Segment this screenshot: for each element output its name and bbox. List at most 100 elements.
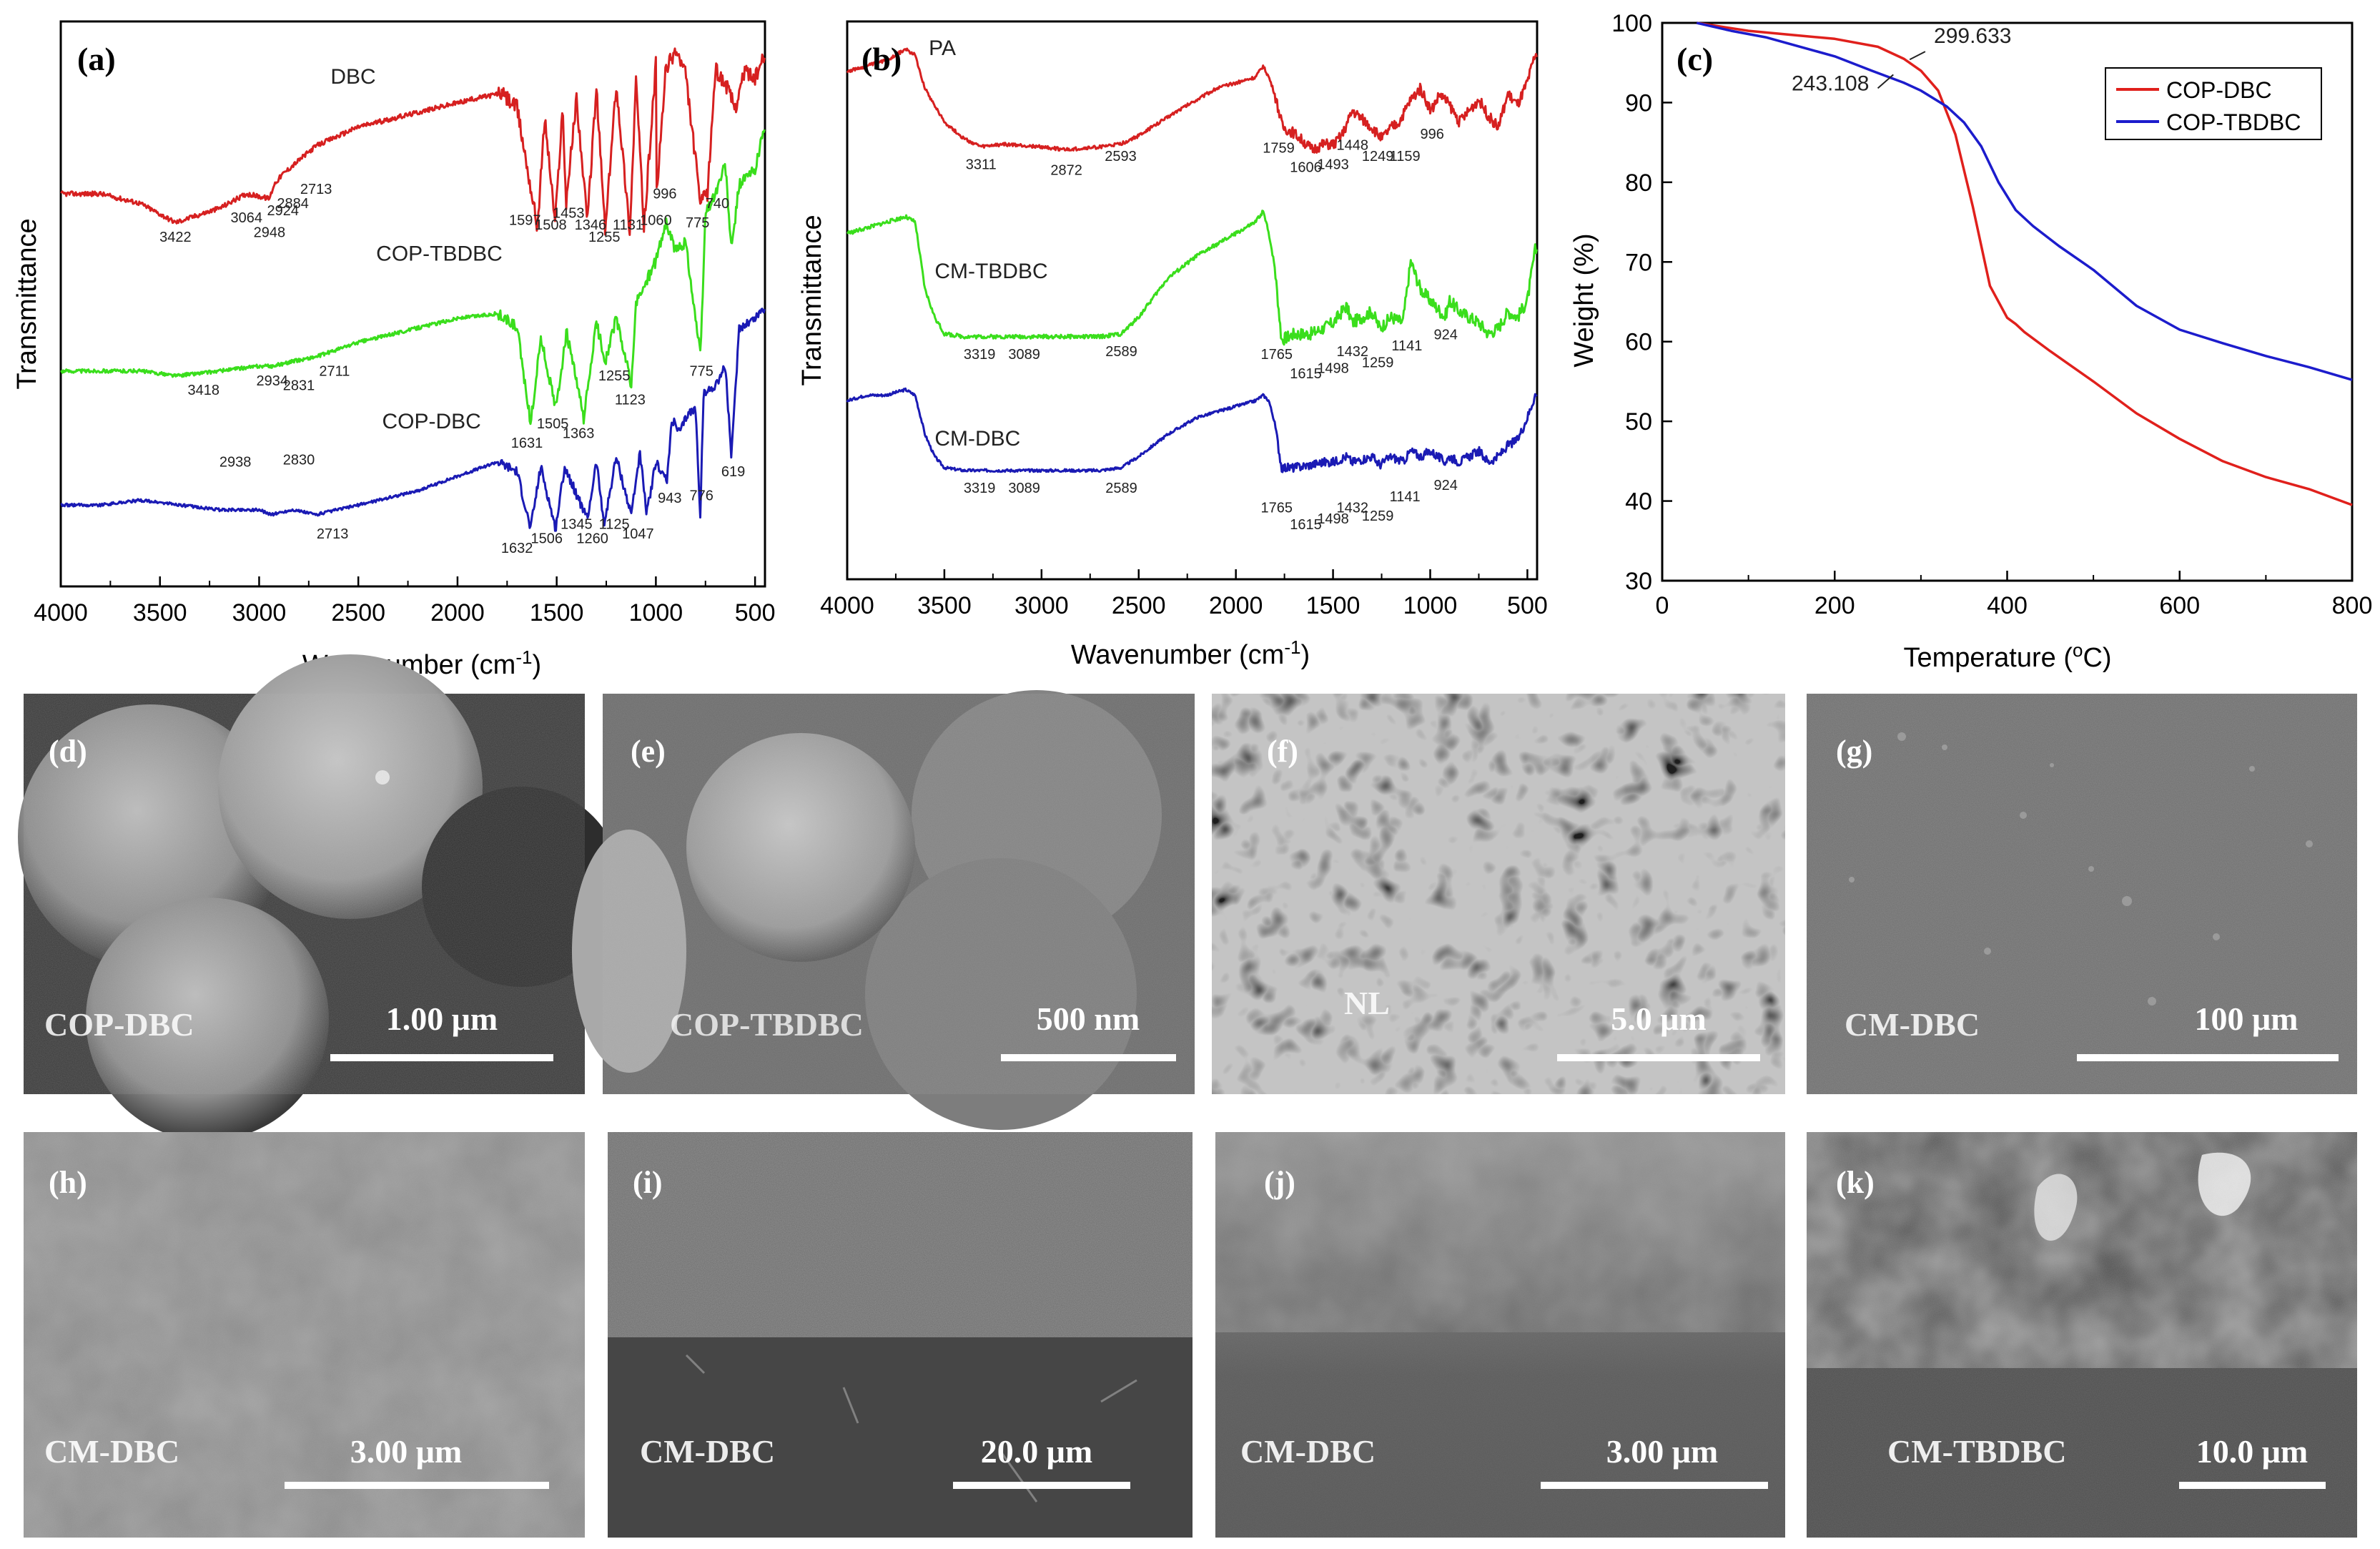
peak-label: 2831 (283, 378, 315, 394)
panel-a-series (60, 47, 766, 532)
sem-panel-k: (k) CM-TBDBC 10.0 μm (1807, 1132, 2357, 1538)
peak-label: 2593 (1105, 149, 1137, 164)
peak-label: 2948 (254, 225, 286, 240)
sem-e-label: COP-TBDBC (670, 1006, 864, 1043)
peak-label: 775 (690, 363, 713, 379)
peak-label: 2934 (257, 373, 289, 389)
panel-b-letter: (b) (861, 41, 902, 77)
sem-f-label: NL (1344, 985, 1390, 1021)
peak-label: 996 (653, 187, 676, 202)
sem-k-scale-bar (2179, 1482, 2326, 1489)
x-tick-label: 3000 (232, 599, 287, 626)
sem-i-scale-label: 20.0 μm (981, 1433, 1092, 1470)
series-cm-tbdbc-line (846, 210, 1538, 346)
peak-label: 3064 (230, 210, 262, 226)
panel-b-frame (846, 20, 1539, 581)
sem-d-letter: (d) (49, 734, 87, 769)
x-tick-label: 500 (735, 599, 776, 626)
panel-c-annotations: 299.633 243.108 (1792, 24, 2011, 96)
sem-f-scale-label: 5.0 μm (1611, 1000, 1706, 1037)
sem-g-grain (1807, 694, 2357, 1094)
peak-label: 3319 (964, 481, 996, 496)
sem-d-scale-bar (330, 1054, 553, 1061)
peak-label: 3089 (1008, 347, 1040, 363)
sem-g-debris (1849, 732, 2313, 1005)
peak-label: 1498 (1317, 511, 1349, 527)
peak-label: 996 (1421, 127, 1444, 142)
panel-a-axis-ticks: 4000 3500 3000 2500 2000 1500 1000 500 (34, 576, 775, 626)
panel-b-series (846, 47, 1538, 473)
peak-label: 1453 (553, 205, 585, 221)
panel-a-ylabel: Transmittance (12, 218, 42, 389)
annotation-arrow (1877, 74, 1894, 89)
series-label: PA (929, 36, 956, 60)
series-cm-dbc-line (846, 387, 1538, 473)
y-tick-label: 80 (1625, 169, 1652, 197)
peak-label: 2872 (1050, 163, 1082, 179)
peak-label: 1506 (531, 531, 563, 547)
y-tick-label: 70 (1625, 249, 1652, 276)
peak-label: 1345 (561, 517, 593, 533)
panel-c-xlabel: Temperature (oC) (1903, 639, 2111, 673)
sem-k-scale-label: 10.0 μm (2196, 1433, 2308, 1470)
x-tick-label: 200 (1814, 592, 1855, 619)
legend-label-cop-tbdbc: COP-TBDBC (2166, 109, 2301, 135)
peak-label: 740 (706, 196, 729, 212)
sem-panel-d: (d) COP-DBC 1.00 μm (18, 654, 622, 1141)
sem-panel-g: (g) CM-DBC 100 μm (1807, 694, 2357, 1094)
peak-label: 924 (1434, 478, 1458, 493)
peak-label: 3089 (1008, 481, 1040, 496)
series-dbc-line (60, 47, 766, 236)
sem-f-shade (1212, 694, 1785, 1094)
sem-h-scale-bar (285, 1482, 549, 1489)
panel-b-xlabel: Wavenumber (cm-1) (1071, 636, 1310, 670)
peak-label: 3418 (188, 383, 220, 398)
legend-label-cop-dbc: COP-DBC (2166, 77, 2272, 103)
sem-k-letter: (k) (1836, 1165, 1875, 1200)
sem-d-label: COP-DBC (44, 1006, 194, 1043)
peak-label: 1141 (1391, 338, 1422, 354)
x-tick-label: 4000 (34, 599, 88, 626)
peak-label: 1259 (1362, 355, 1394, 371)
x-tick-label: 400 (1987, 592, 2028, 619)
peak-label: 1131 (613, 217, 643, 233)
sem-d-scale-label: 1.00 μm (386, 1000, 498, 1037)
peak-label: 1632 (501, 541, 533, 556)
x-tick-label: 500 (1507, 592, 1548, 619)
sem-e-scale-label: 500 nm (1037, 1000, 1140, 1037)
sem-i-porous-texture (608, 1132, 1193, 1347)
panel-c-axis-ticks: 0 200 400 600 800 30 40 50 60 70 80 90 100 (1611, 10, 2372, 619)
peak-label: 1631 (511, 436, 543, 451)
sem-j-grain (1215, 1132, 1785, 1538)
onset-temperature-label: 299.633 (1934, 24, 2011, 48)
peak-label: 776 (690, 488, 713, 503)
sem-panel-h: (h) CM-DBC 3.00 μm (24, 1132, 585, 1538)
panel-a-labels: DBC COP-TBDBC COP-DBC (330, 65, 503, 433)
x-tick-label: 2000 (1209, 592, 1263, 619)
panel-b-ylabel: Transmittance (797, 215, 827, 385)
panel-c-letter: (c) (1677, 41, 1713, 77)
peak-label: 1759 (1263, 140, 1295, 156)
peak-label: 3311 (966, 157, 997, 173)
peak-label: 1346 (575, 217, 607, 233)
sem-j-scale-bar (1541, 1482, 1768, 1489)
peak-label: 1765 (1260, 347, 1293, 363)
x-tick-label: 4000 (820, 592, 874, 619)
sem-h-scale-label: 3.00 μm (350, 1433, 462, 1470)
sem-i-label: CM-DBC (640, 1433, 775, 1470)
y-tick-label: 100 (1611, 10, 1652, 37)
peak-label: 1498 (1317, 360, 1349, 376)
sem-j-letter: (j) (1264, 1165, 1295, 1200)
peak-label: 1508 (535, 217, 567, 233)
peak-label: 943 (658, 491, 681, 506)
series-label: CM-TBDBC (934, 260, 1047, 283)
x-tick-label: 3000 (1014, 592, 1069, 619)
sem-i-fibers (685, 1354, 1137, 1503)
sem-f-letter: (f) (1267, 734, 1298, 769)
panel-c-series (1696, 21, 2353, 506)
x-tick-label: 0 (1656, 592, 1669, 619)
sem-panel-i: (i) CM-DBC 20.0 μm (608, 1132, 1193, 1538)
sem-k-grain (1807, 1132, 2357, 1538)
x-tick-label: 2500 (331, 599, 385, 626)
